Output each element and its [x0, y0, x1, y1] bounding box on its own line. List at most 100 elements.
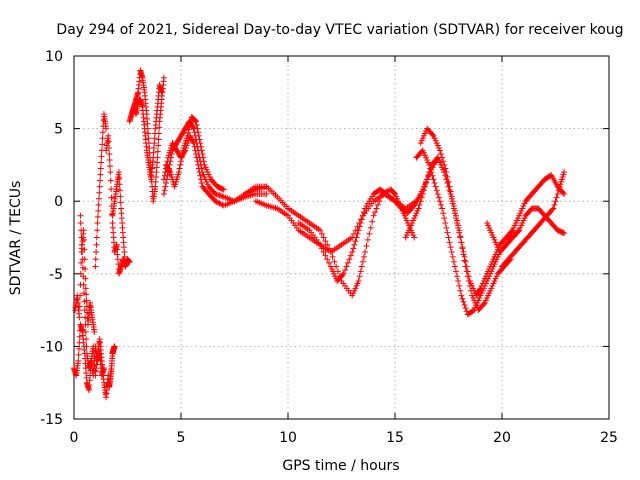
data-point — [318, 245, 325, 252]
data-point — [178, 154, 185, 161]
data-point — [99, 129, 106, 136]
data-point — [77, 292, 84, 299]
data-point — [418, 194, 425, 201]
series-sat-track-i — [126, 82, 165, 183]
data-point — [117, 193, 124, 200]
data-point — [97, 165, 104, 172]
data-point — [444, 180, 451, 187]
data-point — [444, 174, 451, 180]
y-tick-label: -5 — [49, 267, 63, 283]
data-point — [97, 177, 104, 184]
data-point — [155, 136, 162, 143]
data-point — [81, 298, 88, 305]
data-point — [192, 151, 199, 158]
data-point — [561, 169, 568, 176]
data-point — [116, 175, 123, 182]
data-point — [93, 249, 100, 256]
data-point — [459, 295, 466, 302]
data-point — [349, 249, 356, 256]
data-point — [415, 205, 422, 212]
data-point — [96, 189, 103, 196]
data-point — [80, 290, 87, 297]
data-point — [99, 135, 106, 142]
y-tick-label: 0 — [54, 194, 63, 210]
data-point — [217, 201, 224, 208]
data-point — [450, 203, 457, 210]
data-point — [94, 219, 101, 226]
data-point — [359, 212, 366, 219]
data-point — [197, 172, 204, 179]
data-point — [92, 256, 99, 263]
data-point — [363, 242, 370, 249]
data-point — [92, 263, 99, 270]
data-point — [156, 124, 163, 131]
data-point — [352, 238, 359, 245]
data-point — [82, 321, 89, 328]
data-point — [370, 212, 377, 219]
data-point — [324, 256, 331, 263]
data-point — [429, 131, 436, 138]
data-point — [160, 176, 167, 183]
data-point — [449, 198, 456, 205]
data-point — [470, 307, 477, 314]
data-point — [391, 190, 398, 197]
data-point — [340, 270, 347, 277]
data-point — [554, 190, 561, 197]
data-point — [75, 345, 82, 352]
data-point — [559, 189, 566, 196]
data-point — [373, 205, 380, 212]
data-point — [550, 205, 557, 212]
data-point — [353, 234, 360, 241]
y-tick-label: -15 — [40, 412, 63, 428]
data-point — [549, 206, 556, 213]
data-point — [190, 124, 197, 131]
data-point — [186, 123, 193, 130]
data-point — [439, 154, 446, 161]
data-point — [354, 230, 361, 237]
data-point — [96, 183, 103, 190]
data-point — [109, 211, 116, 218]
data-point — [339, 272, 346, 279]
data-point — [429, 172, 436, 179]
plot-frame — [73, 55, 610, 420]
data-point — [175, 169, 182, 176]
data-point — [158, 89, 165, 96]
data-point — [93, 241, 100, 248]
data-point — [81, 307, 88, 314]
data-point — [346, 256, 353, 263]
data-point — [434, 190, 441, 197]
grid-lines — [74, 56, 609, 419]
data-point — [200, 154, 207, 161]
data-point — [320, 249, 327, 256]
data-point — [465, 278, 472, 285]
data-point — [192, 118, 199, 125]
x-tick-label: 0 — [70, 430, 79, 446]
data-point — [190, 138, 197, 145]
data-point — [197, 140, 204, 147]
data-point — [436, 198, 443, 205]
data-point — [107, 177, 114, 184]
data-point — [466, 282, 473, 289]
data-point — [426, 161, 433, 168]
data-point — [195, 132, 202, 139]
x-tick-label: 10 — [279, 430, 297, 446]
y-tick-labels: -15 -10 -5 0 5 10 — [40, 49, 63, 428]
data-point — [432, 183, 439, 190]
series-sat-track-o — [295, 154, 441, 285]
data-point — [190, 140, 197, 147]
data-point — [107, 163, 114, 170]
data-point — [448, 193, 455, 200]
data-point — [355, 278, 362, 285]
data-point — [372, 209, 379, 216]
data-point — [82, 328, 89, 335]
data-point — [460, 298, 467, 305]
data-point — [463, 268, 470, 275]
x-axis-label: GPS time / hours — [282, 458, 399, 474]
data-point — [198, 147, 205, 154]
data-point — [446, 183, 453, 190]
data-point — [421, 183, 428, 190]
series-sat-track-c — [77, 212, 112, 401]
data-point — [212, 198, 219, 205]
data-point — [459, 245, 466, 252]
data-point — [197, 143, 204, 150]
